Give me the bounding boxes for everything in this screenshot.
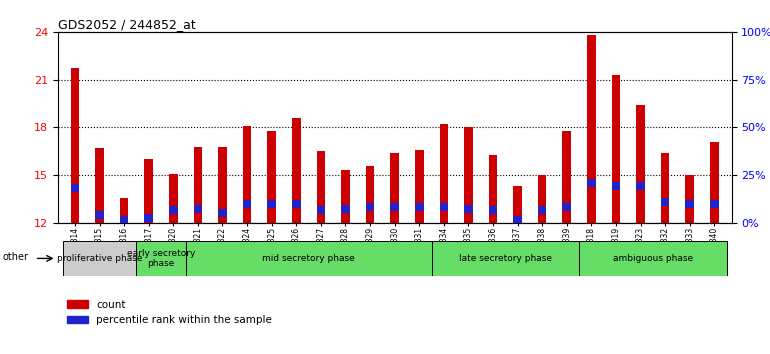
Bar bbox=[489, 206, 497, 214]
Bar bbox=[587, 179, 596, 187]
Bar bbox=[169, 174, 178, 223]
Bar bbox=[390, 153, 399, 223]
Bar bbox=[579, 241, 727, 276]
Bar bbox=[440, 124, 448, 223]
Bar bbox=[710, 142, 718, 223]
Bar bbox=[243, 126, 251, 223]
Bar bbox=[267, 200, 276, 208]
Bar bbox=[431, 241, 579, 276]
Bar bbox=[120, 216, 129, 224]
Bar bbox=[267, 131, 276, 223]
Bar bbox=[685, 175, 694, 223]
Bar bbox=[193, 147, 203, 223]
Bar bbox=[538, 175, 547, 223]
Text: mid secretory phase: mid secretory phase bbox=[263, 254, 355, 263]
Bar bbox=[193, 205, 203, 213]
Bar bbox=[145, 159, 153, 223]
Bar bbox=[514, 216, 522, 224]
Bar bbox=[661, 153, 669, 223]
Bar bbox=[440, 203, 448, 211]
Bar bbox=[562, 131, 571, 223]
Text: proliferative phase: proliferative phase bbox=[57, 254, 142, 263]
Bar bbox=[636, 105, 644, 223]
Bar bbox=[71, 184, 79, 192]
Bar bbox=[62, 241, 136, 276]
Legend: count, percentile rank within the sample: count, percentile rank within the sample bbox=[63, 296, 276, 329]
Bar bbox=[95, 211, 104, 219]
Bar bbox=[366, 166, 374, 223]
Bar bbox=[341, 170, 350, 223]
Bar bbox=[95, 148, 104, 223]
Bar bbox=[71, 69, 79, 223]
Bar bbox=[316, 152, 325, 223]
Bar bbox=[611, 75, 620, 223]
Bar bbox=[292, 200, 300, 208]
Bar bbox=[489, 154, 497, 223]
Bar bbox=[587, 35, 596, 223]
Bar bbox=[136, 241, 186, 276]
Bar bbox=[218, 210, 227, 217]
Bar bbox=[120, 198, 129, 223]
Text: late secretory phase: late secretory phase bbox=[459, 254, 552, 263]
Bar bbox=[243, 200, 251, 208]
Bar bbox=[538, 206, 547, 214]
Bar bbox=[611, 182, 620, 190]
Bar bbox=[415, 150, 424, 223]
Bar bbox=[514, 186, 522, 223]
Bar bbox=[390, 203, 399, 211]
Bar bbox=[186, 241, 431, 276]
Bar bbox=[562, 203, 571, 211]
Bar bbox=[292, 118, 300, 223]
Bar bbox=[341, 205, 350, 213]
Bar bbox=[145, 214, 153, 222]
Text: other: other bbox=[3, 252, 29, 262]
Bar bbox=[464, 127, 473, 223]
Bar bbox=[169, 206, 178, 214]
Bar bbox=[366, 203, 374, 211]
Bar bbox=[685, 200, 694, 208]
Bar bbox=[316, 206, 325, 214]
Bar bbox=[464, 205, 473, 213]
Bar bbox=[710, 200, 718, 208]
Bar bbox=[661, 198, 669, 206]
Bar bbox=[218, 147, 227, 223]
Text: ambiguous phase: ambiguous phase bbox=[613, 254, 693, 263]
Text: GDS2052 / 244852_at: GDS2052 / 244852_at bbox=[58, 18, 196, 31]
Bar bbox=[415, 203, 424, 211]
Bar bbox=[636, 182, 644, 190]
Text: early secretory
phase: early secretory phase bbox=[127, 249, 196, 268]
